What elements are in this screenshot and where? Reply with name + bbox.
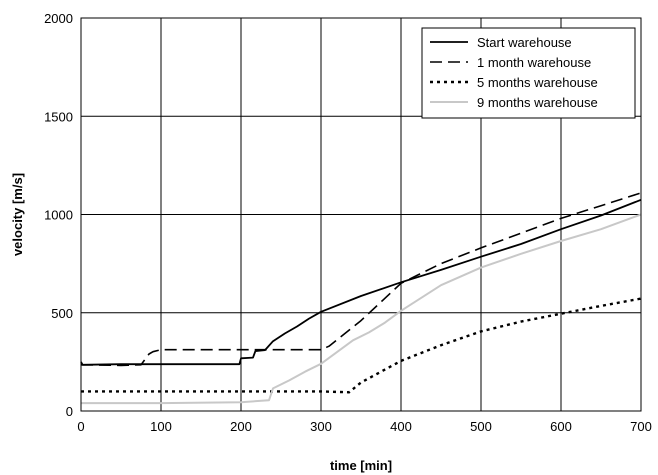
legend-label: Start warehouse — [477, 35, 572, 50]
x-tick-label: 0 — [77, 419, 84, 434]
legend-label: 5 months warehouse — [477, 75, 598, 90]
x-tick-label: 700 — [630, 419, 652, 434]
y-tick-label: 2000 — [44, 11, 73, 26]
x-tick-label: 500 — [470, 419, 492, 434]
plot-frame — [80, 17, 642, 412]
legend: Start warehouse 1 month warehouse 5 months… — [421, 27, 636, 119]
y-tick-label: 1000 — [44, 208, 73, 223]
x-tick-label: 600 — [550, 419, 572, 434]
series-lines — [80, 192, 642, 405]
x-tick-label: 300 — [310, 419, 332, 434]
series-line-4 — [81, 213, 642, 405]
x-axis-ticks: 0 100 200 300 400 500 600 700 — [77, 419, 651, 434]
y-tick-label: 0 — [66, 404, 73, 419]
y-tick-label: 500 — [51, 306, 73, 321]
x-tick-label: 100 — [150, 419, 172, 434]
series-line-2 — [80, 192, 642, 367]
y-axis-ticks: 0 500 1000 1500 2000 — [44, 11, 73, 419]
y-axis-title: velocity [m/s] — [10, 173, 25, 256]
legend-label: 9 months warehouse — [477, 95, 598, 110]
x-tick-label: 400 — [390, 419, 412, 434]
series-line-1 — [80, 198, 642, 366]
x-axis-title: time [min] — [330, 458, 392, 473]
legend-label: 1 month warehouse — [477, 55, 591, 70]
y-tick-label: 1500 — [44, 109, 73, 124]
x-tick-label: 200 — [230, 419, 252, 434]
